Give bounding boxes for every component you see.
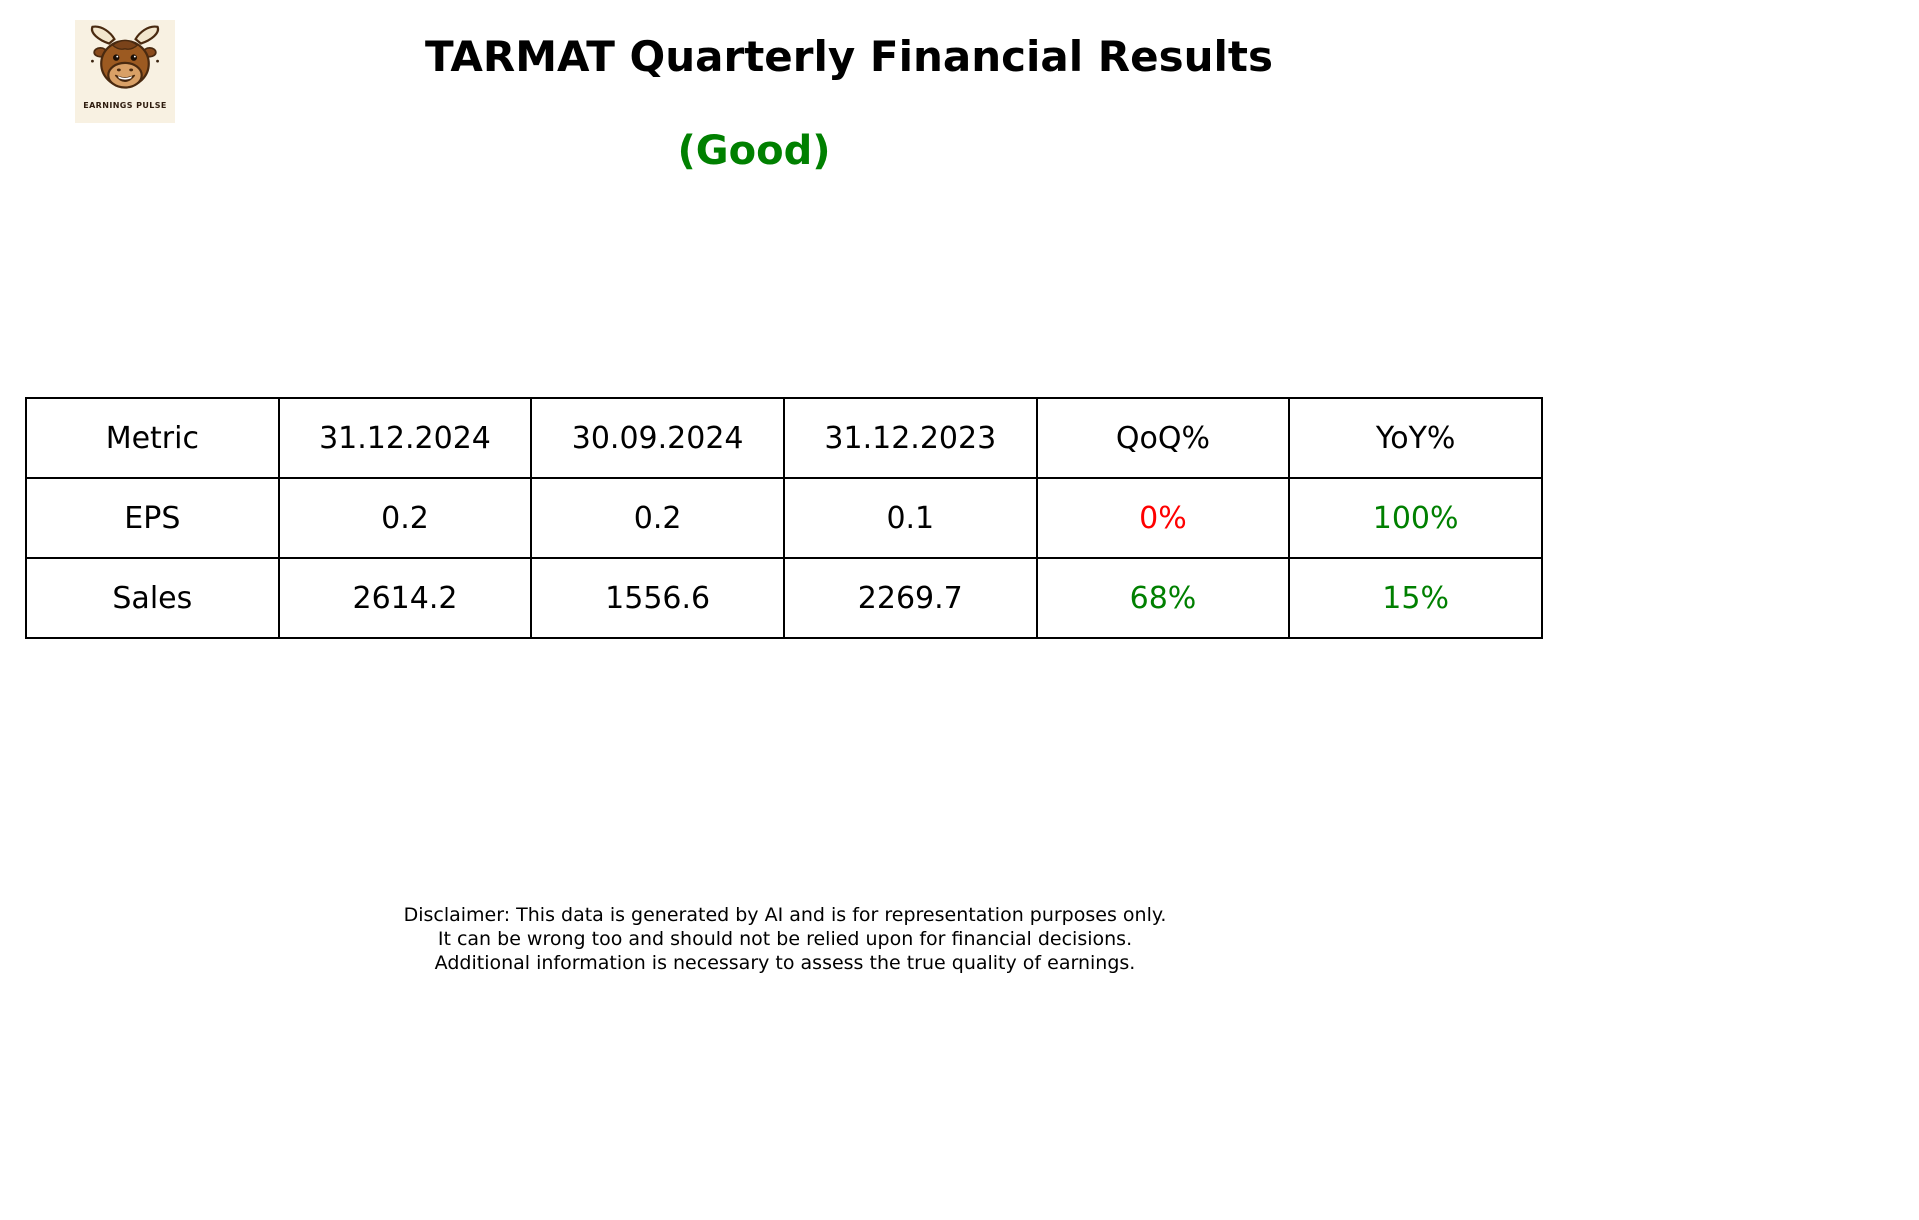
- disclaimer-line-2: It can be wrong too and should not be re…: [437, 928, 1133, 950]
- table-cell: 1556.6: [530, 557, 785, 639]
- column-header-yoy: YoY%: [1288, 397, 1543, 479]
- page-title: TARMAT Quarterly Financial Results: [425, 32, 1273, 81]
- column-header-q-yearago: 31.12.2023: [782, 397, 1038, 479]
- table-cell-qoq: 0%: [1035, 477, 1291, 559]
- column-header-q-current: 31.12.2024: [277, 397, 533, 479]
- table-cell-yoy: 15%: [1288, 557, 1543, 639]
- table-row-eps: EPS 0.2 0.2 0.1 0% 100%: [25, 477, 1543, 559]
- column-header-qoq: QoQ%: [1035, 397, 1291, 479]
- verdict-label: (Good): [677, 128, 831, 174]
- table-cell: 0.2: [530, 477, 785, 559]
- results-table: Metric 31.12.2024 30.09.2024 31.12.2023 …: [25, 397, 1543, 639]
- table-cell: Sales: [25, 557, 280, 639]
- table-cell-yoy: 100%: [1288, 477, 1543, 559]
- logo-text: EARNINGS PULSE: [83, 101, 167, 110]
- table-cell: 0.1: [782, 477, 1038, 559]
- table-cell: EPS: [25, 477, 280, 559]
- column-header-metric: Metric: [25, 397, 280, 479]
- bull-icon: [90, 25, 160, 89]
- table-cell: 2614.2: [277, 557, 533, 639]
- table-cell: 2269.7: [782, 557, 1038, 639]
- disclaimer-line-1: Disclaimer: This data is generated by AI…: [403, 904, 1167, 926]
- column-header-q-previous: 30.09.2024: [530, 397, 785, 479]
- table-row-sales: Sales 2614.2 1556.6 2269.7 68% 15%: [25, 557, 1543, 639]
- disclaimer: Disclaimer: This data is generated by AI…: [404, 903, 1167, 975]
- earnings-pulse-logo: EARNINGS PULSE: [75, 20, 175, 123]
- table-header-row: Metric 31.12.2024 30.09.2024 31.12.2023 …: [25, 397, 1543, 479]
- table-cell-qoq: 68%: [1035, 557, 1291, 639]
- disclaimer-line-3: Additional information is necessary to a…: [434, 952, 1136, 974]
- table-cell: 0.2: [277, 477, 533, 559]
